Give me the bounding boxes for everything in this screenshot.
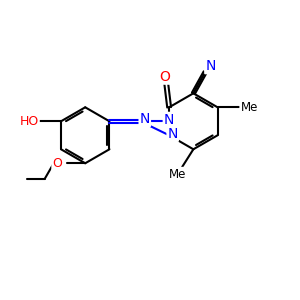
Text: O: O (52, 157, 62, 170)
Text: N: N (205, 59, 216, 73)
Text: HO: HO (20, 115, 39, 128)
Text: N: N (167, 127, 178, 141)
Text: Me: Me (169, 168, 186, 181)
Text: Me: Me (240, 101, 258, 114)
Text: N: N (164, 113, 174, 127)
Text: O: O (159, 70, 170, 84)
Text: N: N (140, 112, 150, 126)
